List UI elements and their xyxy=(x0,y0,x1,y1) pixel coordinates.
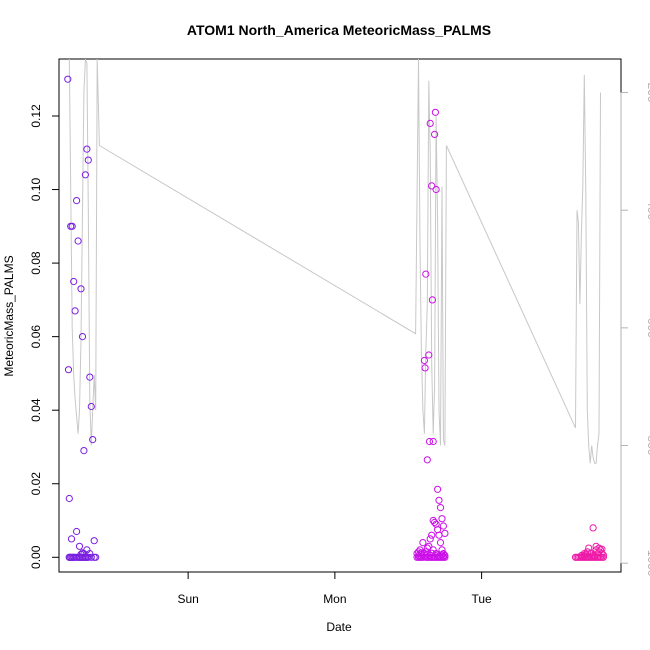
y-tick-label: 0.10 xyxy=(29,178,43,202)
data-point xyxy=(434,485,442,493)
data-point xyxy=(431,518,439,527)
data-point xyxy=(598,545,606,553)
data-point xyxy=(87,553,95,561)
data-point xyxy=(426,535,434,543)
data-point xyxy=(428,182,436,190)
points-layer xyxy=(64,75,608,561)
y-tick-label: 0.12 xyxy=(29,104,43,128)
data-point xyxy=(422,552,430,560)
data-point xyxy=(436,539,445,547)
data-point xyxy=(428,296,436,304)
y-tick-label: 0.02 xyxy=(29,472,43,496)
plot-frame xyxy=(58,58,622,573)
data-point xyxy=(423,456,431,464)
data-point xyxy=(78,549,87,557)
data-point xyxy=(68,222,76,230)
data-point xyxy=(71,307,79,315)
data-point xyxy=(425,542,433,550)
data-point xyxy=(428,531,436,539)
data-point xyxy=(431,130,439,138)
chart-title: ATOM1 North_America MeteoricMass_PALMS xyxy=(187,22,491,38)
right-axis: 200 400 600 800 1000 xyxy=(620,83,650,577)
y-tick-label: 0.08 xyxy=(29,251,43,275)
data-point xyxy=(75,542,84,550)
data-point xyxy=(441,529,449,538)
right-tick-label: 400 xyxy=(645,200,650,220)
data-point xyxy=(589,524,597,532)
data-point xyxy=(432,185,440,194)
right-tick-label: 200 xyxy=(645,83,650,103)
data-point xyxy=(425,351,433,359)
data-point xyxy=(77,285,85,293)
y-axis-label: MeteoricMass_PALMS xyxy=(2,255,16,376)
data-point xyxy=(73,197,81,205)
x-tick-label: Tue xyxy=(471,592,492,606)
data-point xyxy=(599,553,608,561)
data-point xyxy=(421,364,429,372)
data-point xyxy=(84,156,92,164)
data-point xyxy=(435,496,443,504)
data-point xyxy=(83,145,91,153)
data-point xyxy=(438,515,446,523)
data-point xyxy=(65,494,73,503)
y-tick-label: 0.04 xyxy=(29,398,43,422)
x-axis-label: Date xyxy=(326,620,352,634)
pressure-line-0 xyxy=(68,59,601,464)
data-point xyxy=(598,550,606,558)
right-tick-label: 800 xyxy=(645,435,650,455)
right-tick-label: 1000 xyxy=(645,550,650,577)
data-point xyxy=(86,373,94,381)
data-point xyxy=(64,75,72,83)
data-point xyxy=(439,553,447,561)
data-point xyxy=(67,535,76,543)
data-point xyxy=(77,550,85,558)
right-tick-label: 600 xyxy=(645,318,650,338)
data-point xyxy=(436,504,445,512)
data-point xyxy=(580,551,588,560)
data-point xyxy=(439,522,447,530)
x-tick-label: Mon xyxy=(323,592,346,606)
pressure-line-layer xyxy=(68,59,601,464)
data-point xyxy=(89,436,97,444)
data-point xyxy=(583,553,591,561)
data-point xyxy=(73,527,81,536)
data-point xyxy=(429,437,437,446)
data-point xyxy=(64,366,73,374)
data-point xyxy=(425,437,434,446)
y-tick-label: 0.00 xyxy=(29,545,43,569)
x-tick-label: Sun xyxy=(177,592,198,606)
data-point xyxy=(419,539,427,547)
data-point xyxy=(86,550,94,558)
y-axis: 0.00 0.02 0.04 0.06 0.08 0.10 0.12 xyxy=(29,104,60,569)
data-point xyxy=(420,356,428,365)
data-point xyxy=(90,537,98,545)
data-point xyxy=(81,171,90,179)
data-point xyxy=(422,270,430,278)
y-tick-label: 0.06 xyxy=(29,325,43,349)
data-point xyxy=(426,119,434,128)
data-point xyxy=(80,447,88,455)
data-point xyxy=(70,277,78,286)
data-point xyxy=(92,553,100,561)
data-point xyxy=(431,108,439,116)
data-point xyxy=(435,531,443,539)
data-point xyxy=(87,402,95,411)
data-point xyxy=(438,546,446,554)
data-point xyxy=(438,551,446,559)
x-axis: Sun Mon Tue xyxy=(177,571,492,606)
data-point xyxy=(74,237,82,245)
data-point xyxy=(78,333,87,341)
